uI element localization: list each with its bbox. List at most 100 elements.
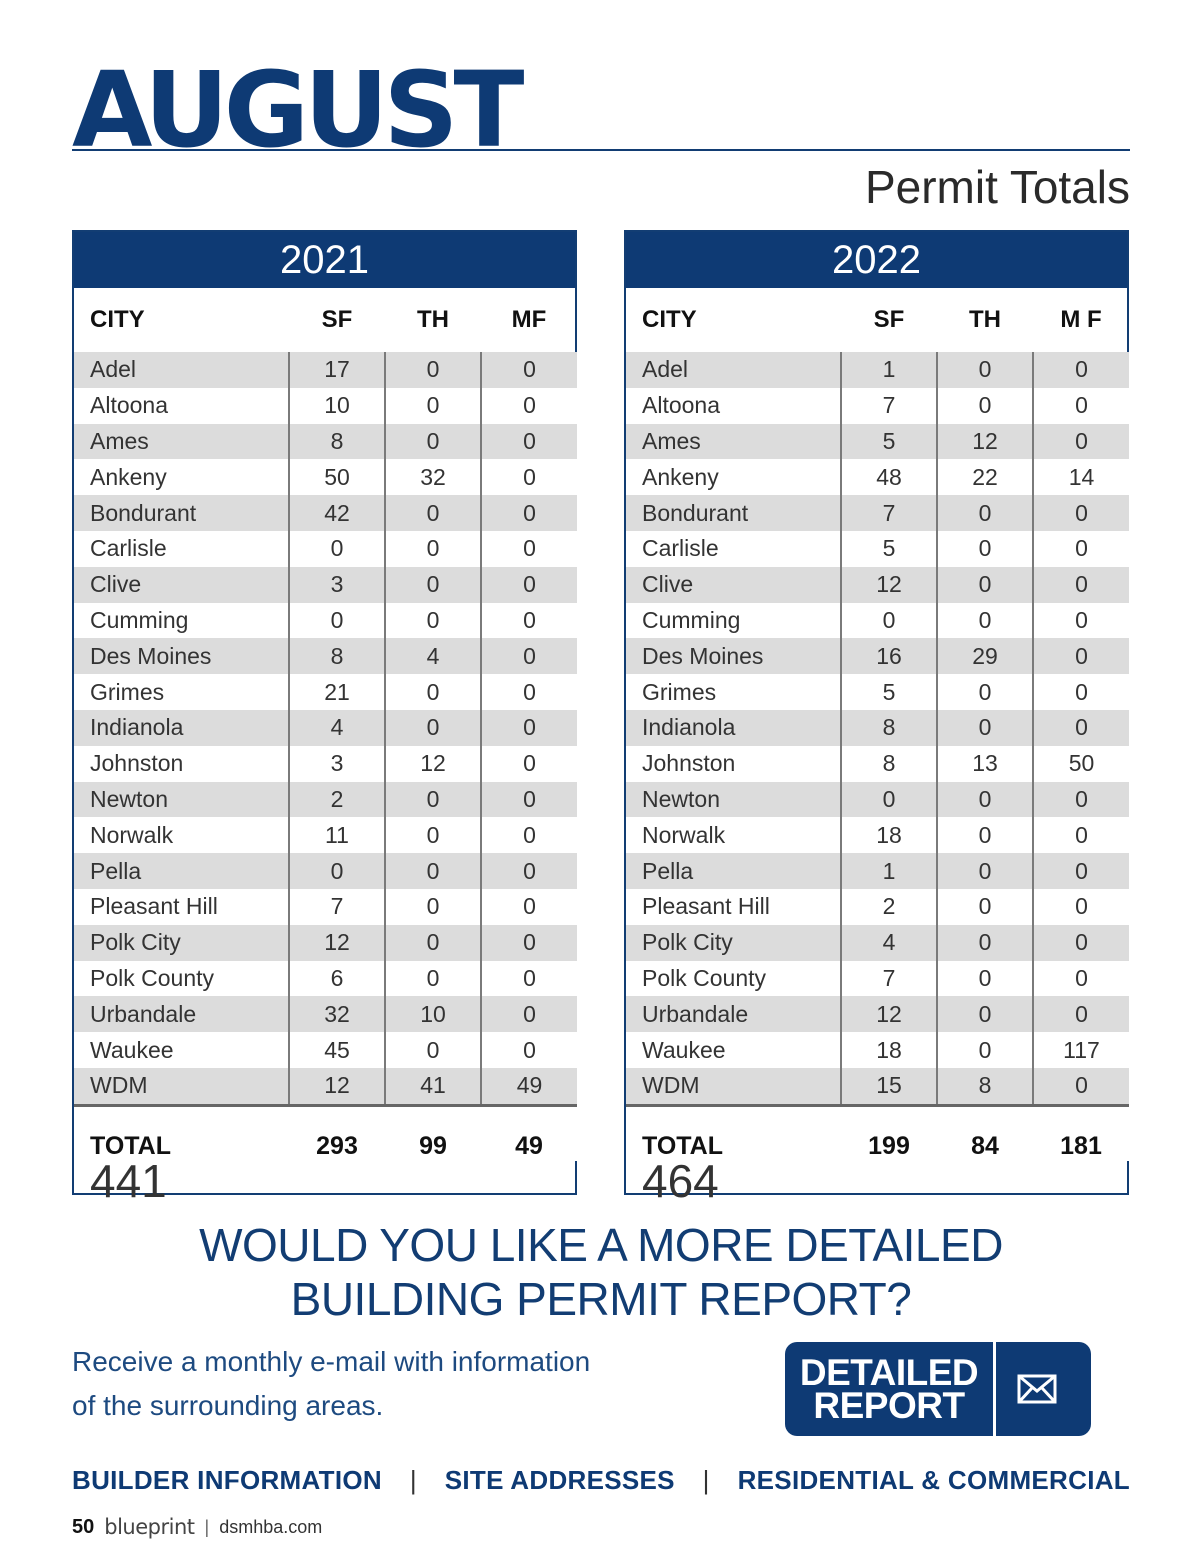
- mf-cell: 0: [1032, 530, 1129, 567]
- city-cell: Clive: [74, 566, 289, 603]
- mf-cell: 0: [480, 924, 577, 961]
- th-cell: 0: [384, 888, 481, 925]
- detailed-report-button[interactable]: DETAILED REPORT: [785, 1342, 1091, 1436]
- mf-cell: 0: [480, 602, 577, 639]
- table-row: Newton 2 0 0: [74, 781, 577, 818]
- totals-row: TOTAL 293 99 49: [74, 1105, 577, 1161]
- link-residential-commercial[interactable]: RESIDENTIAL & COMMERCIAL: [737, 1464, 1130, 1495]
- sf-cell: 7: [840, 495, 937, 531]
- mf-cell: 0: [480, 352, 577, 388]
- permits-2021-panel: 2021 CITY SF TH MF Adel 17 0 0 Altoona 10 0 0 Am…: [72, 230, 577, 1204]
- city-cell: Newton: [74, 781, 289, 818]
- city-cell: Bondurant: [74, 495, 289, 531]
- mf-cell: 0: [480, 888, 577, 925]
- mf-cell: 0: [1032, 1067, 1129, 1107]
- th-cell: 0: [936, 960, 1033, 997]
- city-cell: Altoona: [626, 387, 841, 424]
- page-subtitle: Permit Totals: [864, 161, 1130, 213]
- table-row: Newton 0 0 0: [626, 781, 1129, 818]
- sf-cell: 12: [288, 1067, 385, 1107]
- table-row: Johnston 8 13 50: [626, 745, 1129, 782]
- mf-cell: 49: [480, 1067, 577, 1107]
- th-cell: 0: [936, 387, 1033, 424]
- sf-cell: 5: [840, 530, 937, 567]
- table-row: Cumming 0 0 0: [74, 602, 577, 639]
- table-row: Ankeny 50 32 0: [74, 459, 577, 496]
- mf-cell: 0: [480, 638, 577, 675]
- th-cell: 41: [384, 1067, 481, 1107]
- link-separator: |: [702, 1464, 710, 1495]
- sf-cell: 0: [840, 602, 937, 639]
- th-cell: 0: [384, 387, 481, 424]
- mf-cell: 0: [1032, 638, 1129, 675]
- column-header-mf: M F: [1060, 306, 1102, 333]
- mf-cell: 0: [480, 745, 577, 782]
- table-row: Polk City 12 0 0: [74, 924, 577, 961]
- mf-cell: 0: [1032, 853, 1129, 889]
- total-th: 99: [385, 1105, 481, 1161]
- sf-cell: 0: [840, 781, 937, 818]
- table-row: Urbandale 32 10 0: [74, 996, 577, 1033]
- th-cell: 0: [384, 960, 481, 997]
- mf-cell: 0: [1032, 924, 1129, 961]
- city-cell: Grimes: [626, 674, 841, 710]
- city-cell: Polk County: [626, 960, 841, 997]
- column-header-th: TH: [969, 306, 1001, 333]
- sf-cell: 16: [840, 638, 937, 675]
- th-cell: 0: [384, 352, 481, 388]
- th-cell: 0: [384, 495, 481, 531]
- table-row: Polk County 7 0 0: [626, 960, 1129, 997]
- city-cell: Carlisle: [74, 530, 289, 567]
- city-cell: Polk County: [74, 960, 289, 997]
- sf-cell: 6: [288, 960, 385, 997]
- year-header: 2022: [626, 232, 1127, 288]
- column-header-row: CITY SF TH M F: [626, 288, 1129, 352]
- th-cell: 0: [384, 781, 481, 818]
- footer-separator: |: [204, 1516, 210, 1537]
- city-cell: Des Moines: [74, 638, 289, 675]
- detailed-report-label: DETAILED REPORT: [799, 1352, 979, 1426]
- mf-cell: 0: [480, 459, 577, 496]
- table-row: Norwalk 18 0 0: [626, 817, 1129, 854]
- sf-cell: 18: [840, 817, 937, 854]
- mf-cell: 0: [480, 423, 577, 460]
- mf-cell: 0: [1032, 352, 1129, 388]
- table-row: Johnston 3 12 0: [74, 745, 577, 782]
- city-cell: Urbandale: [74, 996, 289, 1033]
- table-row: Ames 5 12 0: [626, 423, 1129, 460]
- mf-cell: 0: [480, 960, 577, 997]
- city-cell: Cumming: [74, 602, 289, 639]
- th-cell: 0: [936, 530, 1033, 567]
- table-row: Indianola 4 0 0: [74, 709, 577, 746]
- table-row: Clive 3 0 0: [74, 566, 577, 603]
- th-cell: 0: [936, 924, 1033, 961]
- site-url[interactable]: dsmhba.com: [219, 1516, 323, 1537]
- column-header-city: CITY: [642, 306, 697, 333]
- th-cell: 0: [384, 423, 481, 460]
- mf-cell: 0: [480, 781, 577, 818]
- city-cell: Indianola: [626, 709, 841, 746]
- sf-cell: 1: [840, 352, 937, 388]
- table-row: Des Moines 8 4 0: [74, 638, 577, 675]
- sf-cell: 0: [288, 853, 385, 889]
- sf-cell: 18: [840, 1032, 937, 1068]
- link-builder-information[interactable]: BUILDER INFORMATION: [72, 1464, 382, 1495]
- mf-cell: 0: [1032, 960, 1129, 997]
- mf-cell: 0: [1032, 387, 1129, 424]
- mf-cell: 0: [480, 817, 577, 854]
- table-row: Norwalk 11 0 0: [74, 817, 577, 854]
- mf-cell: 0: [480, 853, 577, 889]
- table-row: Pleasant Hill 2 0 0: [626, 888, 1129, 925]
- sf-cell: 12: [288, 924, 385, 961]
- th-cell: 29: [936, 638, 1033, 675]
- column-header-row: CITY SF TH MF: [74, 288, 577, 352]
- city-cell: Carlisle: [626, 530, 841, 567]
- table-row: Altoona 10 0 0: [74, 387, 577, 424]
- sf-cell: 0: [288, 602, 385, 639]
- link-site-addresses[interactable]: SITE ADDRESSES: [444, 1464, 675, 1495]
- city-cell: Polk City: [74, 924, 289, 961]
- th-cell: 12: [936, 423, 1033, 460]
- table-row: WDM 15 8 0: [626, 1067, 1129, 1107]
- sf-cell: 2: [840, 888, 937, 925]
- city-cell: Pleasant Hill: [74, 888, 289, 925]
